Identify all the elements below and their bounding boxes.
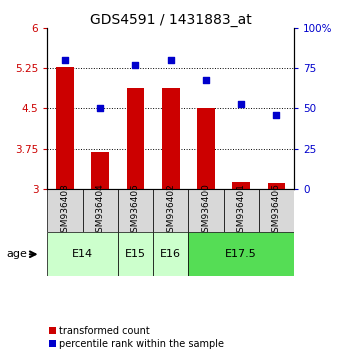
- Bar: [153, 232, 188, 276]
- Bar: [259, 189, 294, 232]
- Text: GSM936406: GSM936406: [272, 183, 281, 238]
- Text: age: age: [7, 249, 28, 259]
- Legend: transformed count, percentile rank within the sample: transformed count, percentile rank withi…: [49, 326, 224, 349]
- Bar: [118, 189, 153, 232]
- Bar: [56, 67, 74, 189]
- Text: E17.5: E17.5: [225, 249, 257, 259]
- Point: [274, 112, 279, 118]
- Title: GDS4591 / 1431883_at: GDS4591 / 1431883_at: [90, 13, 251, 27]
- Text: E16: E16: [160, 249, 181, 259]
- Point: [239, 101, 244, 107]
- Bar: [118, 232, 153, 276]
- Bar: [197, 108, 215, 189]
- Text: GSM936404: GSM936404: [96, 183, 105, 238]
- Bar: [162, 88, 179, 189]
- Text: E14: E14: [72, 249, 93, 259]
- Text: GSM936403: GSM936403: [61, 183, 69, 238]
- Text: GSM936402: GSM936402: [166, 183, 175, 238]
- Text: GSM936400: GSM936400: [201, 183, 211, 238]
- Bar: [153, 189, 188, 232]
- Point: [62, 58, 68, 63]
- Bar: [91, 152, 109, 189]
- Text: GSM936401: GSM936401: [237, 183, 246, 238]
- Bar: [127, 88, 144, 189]
- Bar: [268, 183, 285, 189]
- Point: [97, 105, 103, 111]
- Point: [168, 58, 173, 63]
- Point: [203, 77, 209, 82]
- Text: GSM936405: GSM936405: [131, 183, 140, 238]
- Bar: [223, 189, 259, 232]
- Point: [133, 62, 138, 68]
- Bar: [188, 232, 294, 276]
- Bar: [233, 182, 250, 189]
- Text: E15: E15: [125, 249, 146, 259]
- Bar: [188, 189, 223, 232]
- Bar: [47, 189, 82, 232]
- Bar: [47, 232, 118, 276]
- Bar: [82, 189, 118, 232]
